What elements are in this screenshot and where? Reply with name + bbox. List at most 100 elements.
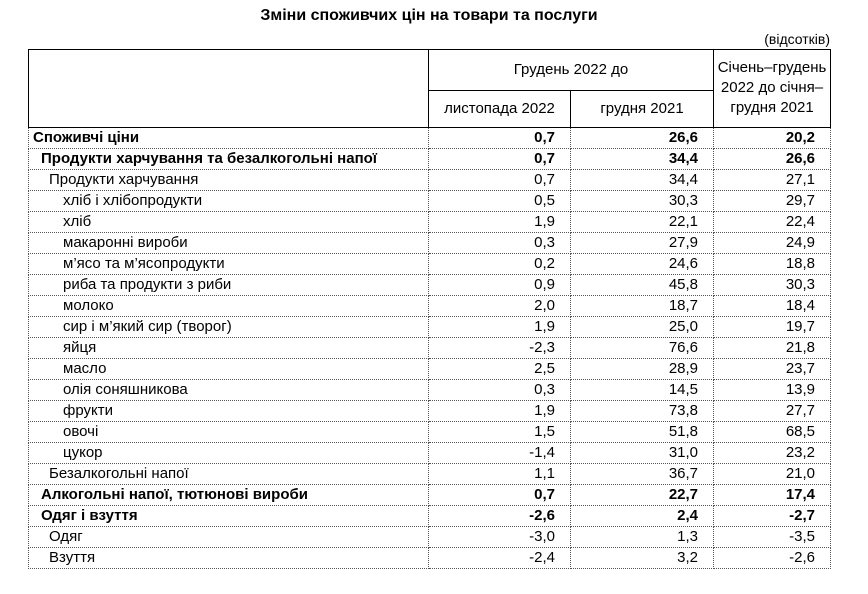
row-value: 22,1 <box>569 210 715 233</box>
row-value: 1,1 <box>428 462 571 485</box>
row-value: 25,0 <box>569 315 715 338</box>
row-value: 30,3 <box>713 273 832 296</box>
row-value: 27,1 <box>713 168 832 191</box>
row-value: 20,2 <box>713 126 832 149</box>
table-row: сир і м’який сир (творог) 1,9 25,0 19,7 <box>28 315 832 338</box>
row-value: -2,3 <box>428 336 571 359</box>
table-row: овочі 1,5 51,8 68,5 <box>28 420 832 443</box>
row-value: 1,5 <box>428 420 571 443</box>
row-value: 29,7 <box>713 189 832 212</box>
row-label: овочі <box>28 420 429 443</box>
row-value: 26,6 <box>569 126 715 149</box>
row-value: -2,7 <box>713 504 832 527</box>
header-group-december: Грудень 2022 до <box>427 48 715 91</box>
row-value: 0,7 <box>428 483 571 506</box>
table-row: риба та продукти з риби 0,9 45,8 30,3 <box>28 273 832 296</box>
unit-note: (відсотків) <box>764 31 830 48</box>
table-header: Грудень 2022 до Січень–грудень 2022 до с… <box>28 48 832 128</box>
table-row: хліб і хлібопродукти 0,5 30,3 29,7 <box>28 189 832 212</box>
row-value: 2,0 <box>428 294 571 317</box>
table-row: олія соняшникова 0,3 14,5 13,9 <box>28 378 832 401</box>
row-label: Алкогольні напої, тютюнові вироби <box>28 483 429 506</box>
row-value: 0,3 <box>428 378 571 401</box>
row-value: 1,9 <box>428 315 571 338</box>
row-label: фрукти <box>28 399 429 422</box>
row-value: 21,0 <box>713 462 832 485</box>
row-value: 28,9 <box>569 357 715 380</box>
row-label: яйця <box>28 336 429 359</box>
row-label: Одяг і взуття <box>28 504 429 527</box>
table-row: м’ясо та м’ясопродукти 0,2 24,6 18,8 <box>28 252 832 275</box>
row-value: 23,2 <box>713 441 832 464</box>
row-value: 18,7 <box>569 294 715 317</box>
row-value: 24,9 <box>713 231 832 254</box>
row-value: 0,9 <box>428 273 571 296</box>
row-label: Продукти харчування <box>28 168 429 191</box>
row-value: 34,4 <box>569 168 715 191</box>
page-title: Зміни споживчих цін на товари та послуги <box>260 7 598 24</box>
row-label: риба та продукти з риби <box>28 273 429 296</box>
row-value: 0,5 <box>428 189 571 212</box>
row-value: 30,3 <box>569 189 715 212</box>
row-label: макаронні вироби <box>28 231 429 254</box>
corner-empty-cell <box>28 48 429 128</box>
table-row: Продукти харчування 0,7 34,4 27,1 <box>28 168 832 191</box>
row-value: 76,6 <box>569 336 715 359</box>
row-value: 21,8 <box>713 336 832 359</box>
row-label: Споживчі ціни <box>28 126 429 149</box>
row-value: 1,9 <box>428 399 571 422</box>
table-row: Одяг і взуття -2,6 2,4 -2,7 <box>28 504 832 527</box>
row-value: 22,4 <box>713 210 832 233</box>
row-value: -2,4 <box>428 546 571 569</box>
row-label: Взуття <box>28 546 429 569</box>
row-value: 0,7 <box>428 126 571 149</box>
row-value: 45,8 <box>569 273 715 296</box>
row-value: -2,6 <box>428 504 571 527</box>
row-label: хліб і хлібопродукти <box>28 189 429 212</box>
row-value: 51,8 <box>569 420 715 443</box>
table-row: молоко 2,0 18,7 18,4 <box>28 294 832 317</box>
table-body: Споживчі ціни 0,7 26,6 20,2 Продукти харчува… <box>28 126 832 569</box>
header-sub-november-2022: листопада 2022 <box>428 89 571 128</box>
row-value: 23,7 <box>713 357 832 380</box>
table-row: Безалкогольні напої 1,1 36,7 21,0 <box>28 462 832 485</box>
row-label: Продукти харчування та безалкогольні нап… <box>28 147 429 170</box>
row-value: 1,3 <box>569 525 715 548</box>
row-value: 34,4 <box>569 147 715 170</box>
row-value: 19,7 <box>713 315 832 338</box>
row-value: 0,3 <box>428 231 571 254</box>
table-row: цукор -1,4 31,0 23,2 <box>28 441 832 464</box>
table-row: Алкогольні напої, тютюнові вироби 0,7 22,7… <box>28 483 832 506</box>
row-label: Одяг <box>28 525 429 548</box>
page-container: Зміни споживчих цін на товари та послуги… <box>28 6 832 569</box>
row-value: 2,5 <box>428 357 571 380</box>
row-label: Безалкогольні напої <box>28 462 429 485</box>
row-value: 17,4 <box>713 483 832 506</box>
row-value: 36,7 <box>569 462 715 485</box>
row-value: -3,5 <box>713 525 832 548</box>
table-row: фрукти 1,9 73,8 27,7 <box>28 399 832 422</box>
table-row: хліб 1,9 22,1 22,4 <box>28 210 832 233</box>
row-value: -3,0 <box>428 525 571 548</box>
table-row: яйця -2,3 76,6 21,8 <box>28 336 832 359</box>
row-value: 27,9 <box>569 231 715 254</box>
table-row: макаронні вироби 0,3 27,9 24,9 <box>28 231 832 254</box>
row-value: 14,5 <box>569 378 715 401</box>
row-value: 3,2 <box>569 546 715 569</box>
row-value: 0,2 <box>428 252 571 275</box>
row-value: 68,5 <box>713 420 832 443</box>
row-value: 22,7 <box>569 483 715 506</box>
row-value: 18,8 <box>713 252 832 275</box>
row-label: цукор <box>28 441 429 464</box>
row-value: 2,4 <box>569 504 715 527</box>
row-value: 27,7 <box>713 399 832 422</box>
row-value: 26,6 <box>713 147 832 170</box>
consumer-price-table: Грудень 2022 до Січень–грудень 2022 до с… <box>28 48 832 569</box>
table-row: Продукти харчування та безалкогольні нап… <box>28 147 832 170</box>
row-value: -1,4 <box>428 441 571 464</box>
table-row: Споживчі ціни 0,7 26,6 20,2 <box>28 126 832 149</box>
row-value: -2,6 <box>713 546 832 569</box>
row-label: молоко <box>28 294 429 317</box>
row-value: 24,6 <box>569 252 715 275</box>
row-value: 18,4 <box>713 294 832 317</box>
